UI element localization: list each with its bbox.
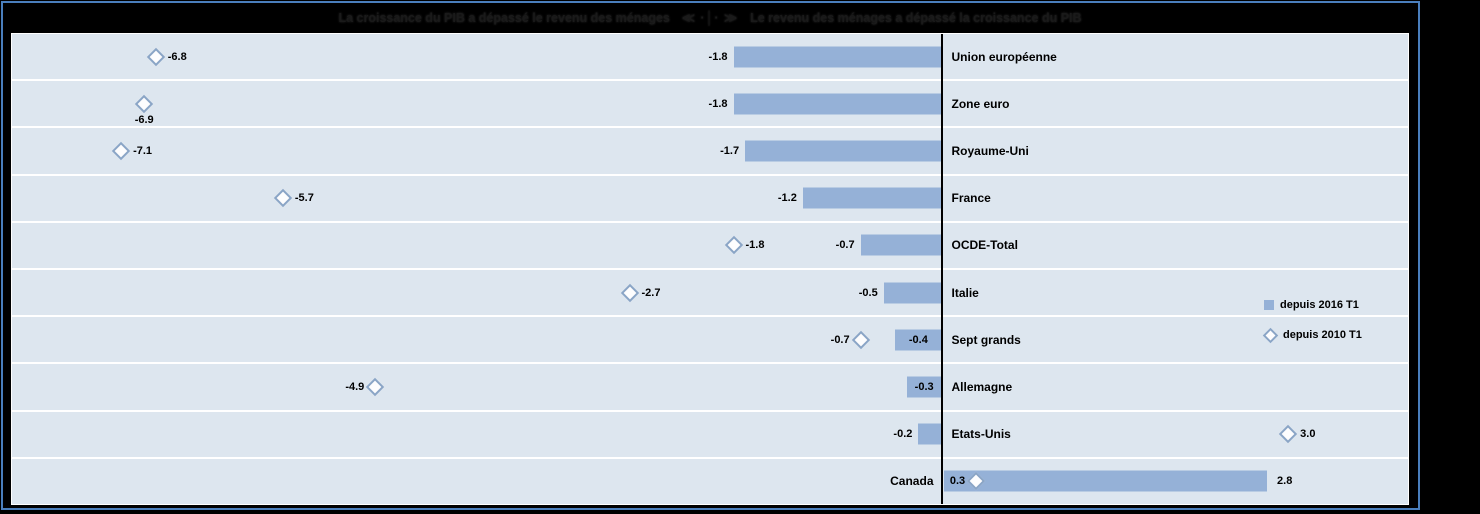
- bar-depuis-2016: [745, 140, 942, 162]
- row-container: Union européenne -1.8 -6.8 Zone euro -1.8 -6.…: [12, 34, 1408, 504]
- title-direction-arrows-icon: ≪ ·│· ≫: [681, 11, 739, 25]
- bar-value-label: 2.8: [1277, 475, 1293, 488]
- bar-value-label: -0.2: [893, 428, 913, 441]
- bar-depuis-2016: [860, 234, 942, 256]
- category-label: France: [951, 191, 991, 206]
- diamond-depuis-2010: [724, 236, 743, 255]
- bar-value-label: -1.7: [720, 145, 740, 157]
- category-label: OCDE-Total: [951, 238, 1018, 253]
- chart-title: La croissance du PIB a dépassé le revenu…: [0, 10, 1420, 25]
- chart-row: Zone euro -1.8 -6.9: [12, 81, 1408, 129]
- chart-legend: depuis 2016 T1 depuis 2010 T1: [1262, 298, 1362, 358]
- zero-axis-line: [941, 34, 943, 504]
- bar-depuis-2016: [733, 46, 942, 68]
- diamond-depuis-2010: [851, 330, 870, 350]
- category-label: Etats-Unis: [951, 427, 1011, 442]
- chart-row: Royaume-Uni -1.7 -7.1: [12, 128, 1408, 176]
- chart-row: Etats-Unis -0.2 3.0: [12, 412, 1408, 459]
- chart-frame-border: [1, 1, 1420, 510]
- diamond-depuis-2010: [620, 283, 639, 302]
- category-label: Sept grands: [951, 332, 1021, 347]
- diamond-depuis-2010: [146, 47, 165, 66]
- diamond-value-label: -5.7: [294, 192, 314, 205]
- diamond-value-label: -6.9: [134, 113, 154, 126]
- bar-depuis-2016: [906, 376, 942, 398]
- category-label: Zone euro: [951, 96, 1010, 111]
- chart-row: France -1.2 -5.7: [12, 176, 1408, 223]
- bar-value-label: -1.8: [708, 50, 728, 63]
- diamond-value-label: -2.7: [641, 286, 661, 299]
- category-label: Italie: [951, 285, 979, 300]
- legend-item-2010: depuis 2010 T1: [1262, 327, 1362, 343]
- diamond-depuis-2010: [366, 377, 385, 397]
- category-label: Royaume-Uni: [951, 144, 1029, 158]
- chart-title-left: La croissance du PIB a dépassé le revenu…: [338, 11, 670, 25]
- chart-row: Italie -0.5 -2.7: [12, 270, 1408, 318]
- plot-area: Union européenne -1.8 -6.8 Zone euro -1.8 -6.…: [11, 33, 1409, 505]
- bar-value-label: -1.2: [777, 192, 797, 205]
- diamond-depuis-2010: [111, 141, 131, 161]
- diamond-depuis-2010: [135, 94, 154, 113]
- bar-depuis-2016: [802, 187, 942, 209]
- category-label: Canada: [890, 474, 934, 489]
- category-label: Allemagne: [951, 380, 1013, 395]
- diamond-value-label: -6.8: [167, 50, 187, 63]
- chart-row: Canada 2.8 0.3: [12, 459, 1408, 504]
- diamond-depuis-2010: [273, 189, 293, 208]
- chart-row: OCDE-Total -0.7 -1.8: [12, 223, 1408, 271]
- diamond-depuis-2010: [1278, 425, 1298, 444]
- diamond-value-label: -0.7: [830, 333, 850, 346]
- diamond-value-label: 0.3: [949, 475, 966, 488]
- legend-label: depuis 2010 T1: [1283, 329, 1362, 341]
- bar-value-label: -1.8: [708, 97, 728, 110]
- diamond-value-label: -4.9: [345, 381, 365, 394]
- chart-row: Union européenne -1.8 -6.8: [12, 34, 1408, 82]
- bar-value-label: -0.3: [914, 381, 934, 394]
- chart-row: Allemagne -0.3 -4.9: [12, 364, 1408, 412]
- bar-value-label: -0.7: [835, 239, 855, 252]
- diamond-value-label: -1.8: [745, 239, 765, 252]
- square-icon: [1264, 300, 1274, 310]
- legend-label: depuis 2016 T1: [1280, 299, 1359, 311]
- chart-row: Sept grands -0.4 -0.7: [12, 317, 1408, 365]
- diamond-value-label: -7.1: [133, 145, 153, 157]
- chart-title-right: Le revenu des ménages a dépassé la crois…: [750, 11, 1082, 25]
- bar-depuis-2016: [943, 470, 1268, 492]
- bar-depuis-2016: [918, 423, 942, 445]
- diamond-icon: [1262, 327, 1279, 343]
- category-label: Union européenne: [951, 49, 1057, 64]
- bar-value-label: -0.5: [858, 286, 878, 299]
- bar-value-label: -0.4: [908, 333, 928, 346]
- bar-depuis-2016: [883, 282, 942, 304]
- bar-depuis-2016: [733, 93, 942, 115]
- legend-item-2016: depuis 2016 T1: [1264, 298, 1362, 312]
- bar-depuis-2016: [895, 329, 942, 351]
- diamond-value-label: 3.0: [1300, 428, 1316, 441]
